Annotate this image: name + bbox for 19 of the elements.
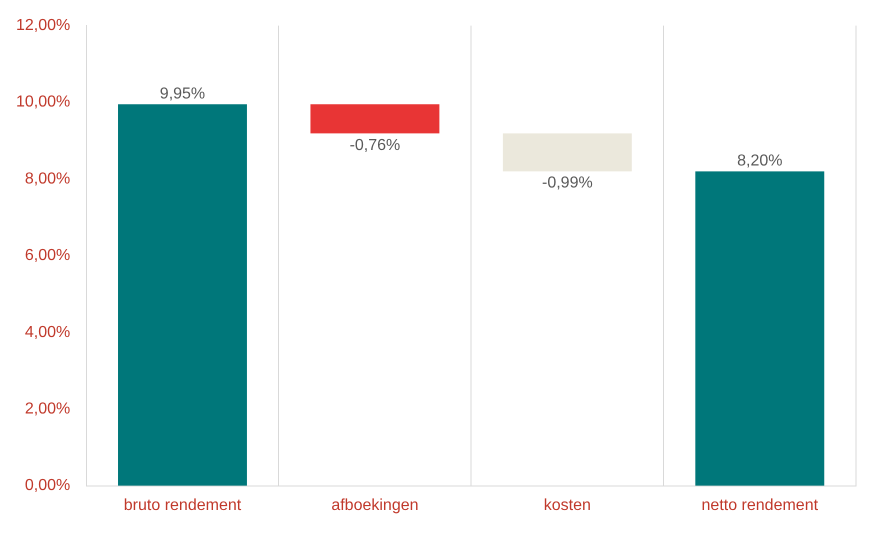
data-label: 9,95% [160, 86, 206, 103]
y-tick-label: 0,00% [24, 477, 70, 494]
x-tick-label: bruto rendement [124, 496, 242, 514]
data-label: -0,76% [350, 136, 400, 154]
data-label: -0,99% [542, 174, 593, 192]
x-tick-label: netto rendement [702, 496, 819, 514]
y-tick-label: 2,00% [24, 400, 70, 418]
bar [695, 171, 824, 486]
bar [310, 104, 440, 134]
data-label: 8,20% [737, 152, 782, 170]
y-tick-label: 10,00% [16, 94, 70, 111]
y-tick-label: 12,00% [16, 17, 70, 34]
bar [118, 104, 247, 486]
x-tick-label: afboekingen [331, 496, 419, 514]
y-tick-label: 4,00% [24, 324, 70, 341]
y-tick-label: 8,00% [24, 170, 70, 188]
y-tick-label: 6,00% [24, 247, 70, 264]
x-tick-label: kosten [544, 496, 591, 514]
bar [502, 133, 632, 172]
